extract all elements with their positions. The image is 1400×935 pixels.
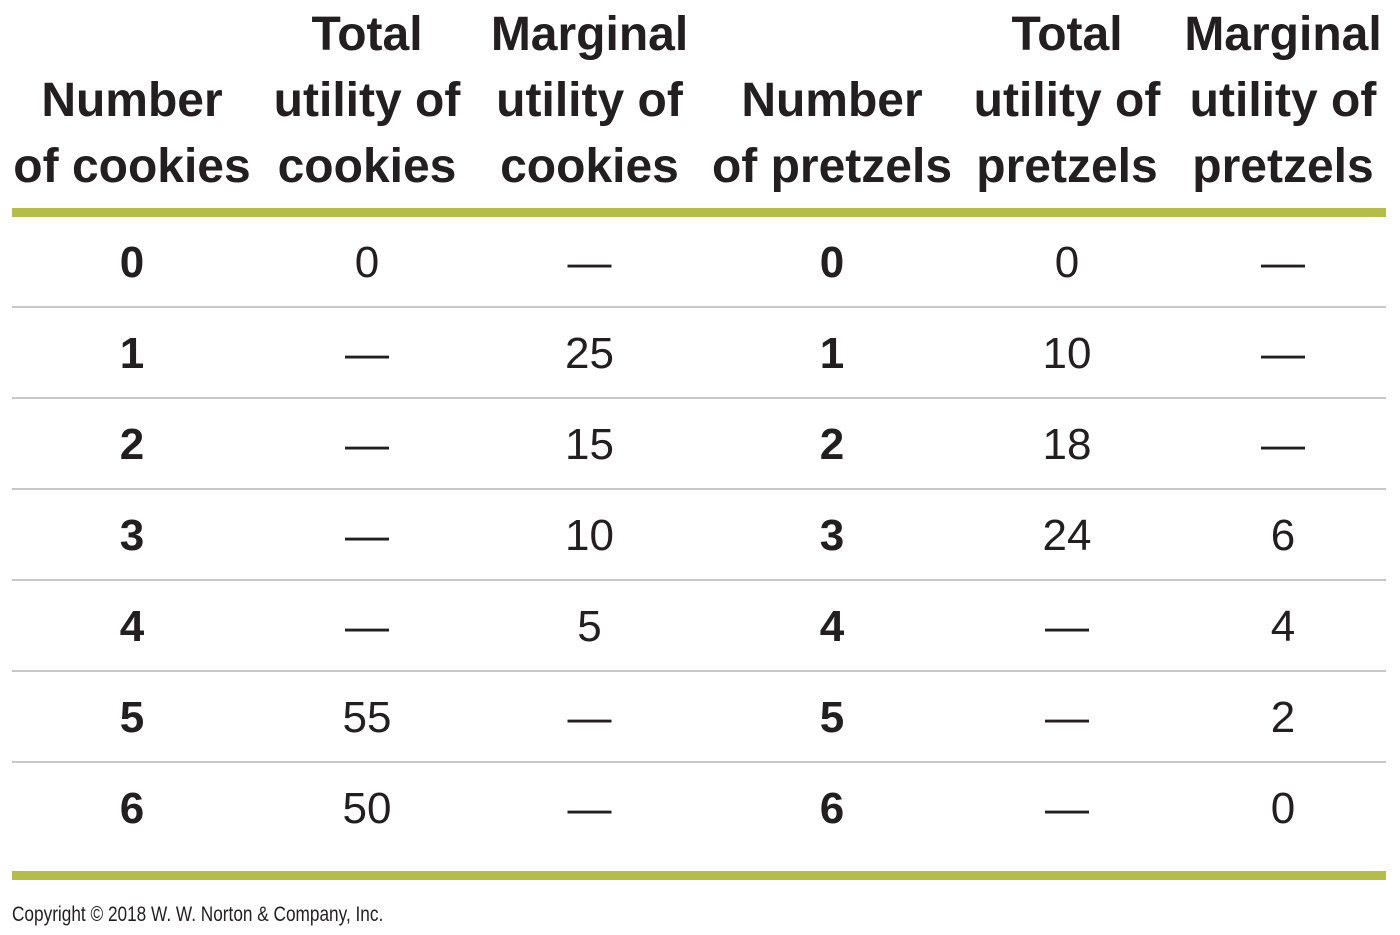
cell-pretzels-marginal-utility: — [1261, 420, 1305, 469]
cell-cookies-total-utility: 50 [342, 784, 392, 833]
cell-pretzels-marginal-utility: — [1261, 238, 1305, 287]
cell-pretzels-count: 5 [819, 693, 845, 742]
table-row: 2 — 15 2 18 — [12, 399, 1386, 490]
cell-pretzels-total-utility: — [1045, 784, 1089, 833]
cell-pretzels-count: 0 [819, 238, 845, 287]
cell-pretzels-total-utility: 24 [1042, 511, 1092, 560]
cell-cookies-marginal-utility: — [567, 693, 612, 742]
cell-pretzels-count: 3 [819, 511, 845, 560]
cell-pretzels-marginal-utility: 4 [1270, 602, 1296, 651]
cell-cookies-total-utility: — [345, 602, 389, 651]
cell-cookies-marginal-utility: — [567, 238, 612, 287]
cell-cookies-marginal-utility: 5 [577, 602, 602, 651]
cell-pretzels-marginal-utility: 6 [1270, 511, 1296, 560]
copyright-text: Copyright © 2018 W. W. Norton & Company,… [12, 903, 384, 926]
cell-cookies-count: 2 [119, 420, 145, 469]
cell-cookies-total-utility: 55 [342, 693, 392, 742]
header-total-utility-pretzels: Total utility of pretzels [973, 8, 1161, 193]
header-number-of-pretzels: Number of pretzels [711, 74, 953, 193]
header-total-utility-cookies: Total utility of cookies [273, 8, 461, 193]
table-row: 4 — 5 4 — 4 [12, 581, 1386, 672]
cell-cookies-total-utility: 0 [354, 238, 380, 287]
cell-cookies-count: 5 [119, 693, 145, 742]
table-row: 1 — 25 1 10 — [12, 308, 1386, 399]
table-row: 6 50 — 6 — 0 [12, 763, 1386, 852]
table-header: Number of cookies Total utility of cooki… [12, 0, 1386, 208]
cell-cookies-count: 3 [119, 511, 145, 560]
table-row: 3 — 10 3 24 6 [12, 490, 1386, 581]
table-row: 0 0 — 0 0 — [12, 217, 1386, 308]
cell-pretzels-count: 4 [819, 602, 845, 651]
header-marginal-utility-pretzels: Marginal utility of pretzels [1184, 8, 1382, 193]
cell-pretzels-marginal-utility: 0 [1270, 784, 1296, 833]
cell-cookies-marginal-utility: 15 [565, 420, 614, 469]
cell-cookies-count: 0 [119, 238, 145, 287]
cell-pretzels-count: 2 [819, 420, 845, 469]
cell-pretzels-marginal-utility: — [1261, 329, 1305, 378]
cell-pretzels-count: 6 [819, 784, 845, 833]
cell-cookies-marginal-utility: — [567, 784, 612, 833]
cell-cookies-total-utility: — [345, 511, 389, 560]
cell-cookies-count: 4 [119, 602, 145, 651]
header-marginal-utility-cookies: Marginal utility of cookies [490, 8, 689, 193]
cell-cookies-total-utility: — [345, 329, 389, 378]
cell-cookies-marginal-utility: 10 [565, 511, 614, 560]
header-rule [12, 208, 1386, 217]
cell-cookies-total-utility: — [345, 420, 389, 469]
cell-pretzels-total-utility: — [1045, 693, 1089, 742]
cell-cookies-count: 6 [119, 784, 145, 833]
header-number-of-cookies: Number of cookies [13, 74, 251, 193]
table-row: 5 55—5—2 [12, 672, 1386, 763]
cell-pretzels-marginal-utility: 2 [1270, 693, 1296, 742]
cell-pretzels-total-utility: 0 [1054, 238, 1080, 287]
table-body: 0 0—0 0—1—25 1 10—2—15 2 18—3—10 3 24 6 4—5 4—4 5 55—… [12, 217, 1386, 852]
bottom-rule [12, 871, 1386, 880]
cell-pretzels-total-utility: 10 [1042, 329, 1092, 378]
cell-cookies-marginal-utility: 25 [565, 329, 614, 378]
cell-pretzels-count: 1 [819, 329, 845, 378]
utility-table: Number of cookies Total utility of cooki… [12, 0, 1386, 880]
cell-pretzels-total-utility: — [1045, 602, 1089, 651]
cell-pretzels-total-utility: 18 [1042, 420, 1092, 469]
cell-cookies-count: 1 [119, 329, 145, 378]
